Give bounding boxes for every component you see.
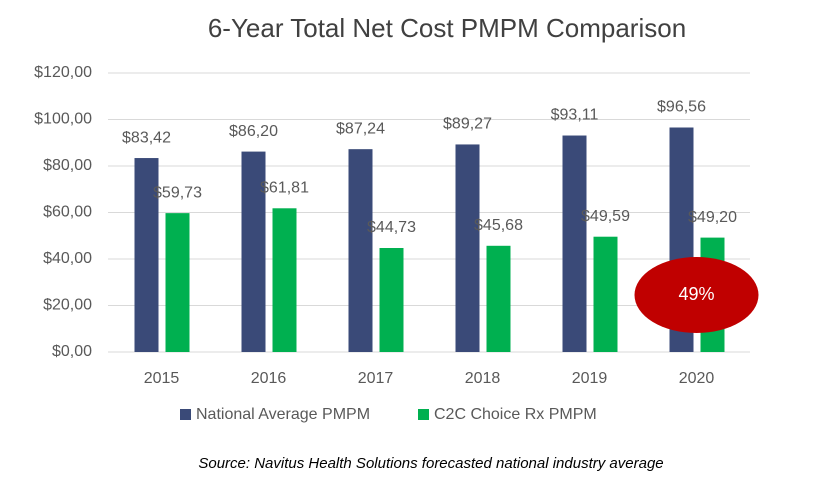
x-tick-label: 2019 bbox=[572, 370, 608, 387]
y-tick-label: $120,00 bbox=[34, 64, 92, 81]
x-tick-label: 2017 bbox=[358, 370, 394, 387]
x-tick-label: 2016 bbox=[251, 370, 287, 387]
legend-swatch bbox=[418, 409, 429, 420]
value-label: $83,42 bbox=[122, 129, 171, 146]
bar bbox=[379, 248, 404, 352]
chart-title: 6-Year Total Net Cost PMPM Comparison bbox=[208, 13, 686, 43]
value-label: $59,73 bbox=[153, 184, 202, 201]
value-label: $87,24 bbox=[336, 120, 385, 137]
y-tick-label: $20,00 bbox=[43, 297, 92, 314]
value-label: $89,27 bbox=[443, 116, 492, 133]
x-tick-label: 2018 bbox=[465, 370, 501, 387]
source-note: Source: Navitus Health Solutions forecas… bbox=[198, 455, 663, 472]
annotation-badge bbox=[634, 257, 759, 333]
bar bbox=[165, 213, 190, 352]
value-label: $45,68 bbox=[474, 217, 523, 234]
y-tick-label: $80,00 bbox=[43, 157, 92, 174]
value-label: $86,20 bbox=[229, 123, 278, 140]
y-tick-label: $0,00 bbox=[52, 343, 92, 360]
y-tick-label: $60,00 bbox=[43, 204, 92, 221]
value-label: $96,56 bbox=[657, 99, 706, 116]
value-label: $44,73 bbox=[367, 219, 416, 236]
legend-label: C2C Choice Rx PMPM bbox=[434, 406, 597, 423]
legend-label: National Average PMPM bbox=[196, 406, 370, 423]
bar bbox=[241, 151, 266, 352]
legend-swatch bbox=[180, 409, 191, 420]
bar bbox=[348, 149, 373, 352]
bar bbox=[455, 144, 480, 352]
value-label: $49,59 bbox=[581, 208, 630, 225]
y-tick-label: $40,00 bbox=[43, 250, 92, 267]
bar bbox=[486, 245, 511, 352]
y-tick-label: $100,00 bbox=[34, 111, 92, 128]
bar bbox=[562, 135, 587, 352]
bar bbox=[134, 158, 159, 352]
value-label: $93,11 bbox=[551, 107, 599, 124]
bar bbox=[272, 208, 297, 352]
annotation-text: 49% bbox=[678, 284, 714, 304]
x-tick-label: 2015 bbox=[144, 370, 180, 387]
value-label: $49,20 bbox=[688, 209, 737, 226]
x-tick-label: 2020 bbox=[679, 370, 715, 387]
value-label: $61,81 bbox=[260, 180, 309, 197]
bar bbox=[593, 236, 618, 352]
